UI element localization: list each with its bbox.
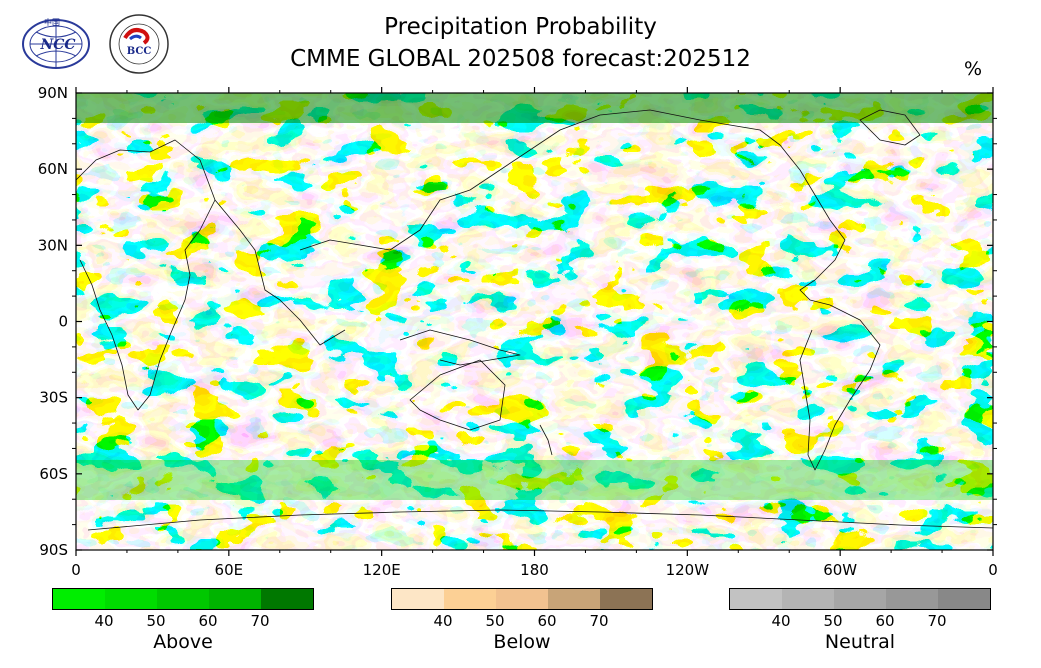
colorbar-tick: 60	[198, 612, 218, 630]
logos: NCC 中国 BCC	[22, 14, 169, 74]
colorbar-neutral-seg	[834, 589, 886, 609]
lat-label: 90S	[39, 541, 68, 559]
colorbar-neutral-bar	[729, 588, 991, 610]
colorbar-below: 40 50 60 70 Below	[391, 588, 653, 658]
bcc-logo: BCC	[109, 14, 169, 74]
colorbar-above-seg	[53, 589, 105, 609]
colorbar-tick: 40	[94, 612, 114, 630]
lat-label: 0	[58, 313, 68, 331]
colorbar-label: Above	[153, 631, 213, 653]
colorbar-above-bar	[52, 588, 314, 610]
colorbar-above-seg	[157, 589, 209, 609]
lon-label: 0	[71, 561, 81, 579]
precipitation-map: 90N 60N 30N 0 30S 60S 90S 0 60E 120E 180 120W 60W 0	[38, 84, 998, 579]
colorbar-tick: 50	[146, 612, 166, 630]
colorbar-below-bar	[391, 588, 653, 610]
ncc-logo: NCC 中国	[22, 17, 90, 69]
colorbar-neutral-seg	[782, 589, 834, 609]
colorbar-above-seg	[209, 589, 261, 609]
colorbar-below-seg	[548, 589, 600, 609]
lat-label: 60N	[38, 160, 68, 178]
svg-text:中国: 中国	[44, 17, 60, 27]
colorbar-above: 40 50 60 70 Above	[52, 588, 314, 658]
lon-label: 0	[988, 561, 998, 579]
title-line-1: Precipitation Probability	[384, 14, 657, 40]
colorbar-below-seg	[600, 589, 652, 609]
colorbar-tick: 70	[250, 612, 270, 630]
colorbar-neutral-seg	[730, 589, 782, 609]
colorbar-label: Below	[493, 631, 551, 653]
longitude-labels: 0 60E 120E 180 120W 60W 0	[71, 561, 998, 579]
probability-field	[76, 93, 993, 550]
lat-label: 30N	[38, 236, 68, 254]
unit-label: %	[964, 58, 983, 80]
colorbar-neutral-seg	[886, 589, 938, 609]
colorbar-tick: 70	[927, 612, 947, 630]
colorbar-above-seg	[261, 589, 313, 609]
colorbar-tick: 50	[485, 612, 505, 630]
colorbar-below-seg	[444, 589, 496, 609]
colorbar-below-seg	[392, 589, 444, 609]
lon-label: 180	[520, 561, 549, 579]
colorbar-above-seg	[105, 589, 157, 609]
lon-label: 120E	[363, 561, 401, 579]
colorbar-tick: 60	[875, 612, 895, 630]
colorbar-tick: 70	[589, 612, 609, 630]
lon-label: 120W	[666, 561, 710, 579]
lat-label: 90N	[38, 84, 68, 102]
colorbar-tick: 40	[433, 612, 453, 630]
colorbar-tick: 40	[771, 612, 791, 630]
title-line-2: CMME GLOBAL 202508 forecast:202512	[290, 46, 751, 72]
colorbar-below-seg	[496, 589, 548, 609]
lat-label: 30S	[39, 389, 68, 407]
lon-label: 60W	[823, 561, 857, 579]
svg-text:NCC: NCC	[39, 37, 75, 53]
colorbar-label: Neutral	[824, 631, 896, 653]
lat-label: 60S	[39, 465, 68, 483]
colorbar-neutral-seg	[938, 589, 990, 609]
svg-text:BCC: BCC	[127, 46, 152, 57]
axis-ticks	[72, 87, 997, 556]
lon-label: 60E	[215, 561, 244, 579]
latitude-labels: 90N 60N 30N 0 30S 60S 90S	[38, 84, 68, 559]
colorbar-neutral: 40 50 60 70 Neutral	[729, 588, 991, 658]
coastlines	[75, 109, 994, 531]
colorbar-tick: 50	[823, 612, 843, 630]
colorbar-tick: 60	[537, 612, 557, 630]
